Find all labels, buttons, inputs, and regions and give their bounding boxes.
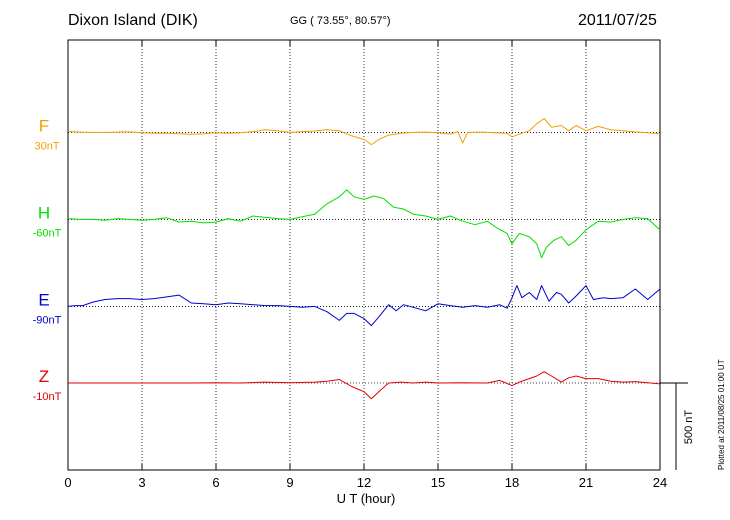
series-offset-e: -90nT [33, 314, 62, 326]
series-line-e [67, 285, 661, 327]
x-tick-label: 12 [357, 475, 371, 490]
series-line-f [67, 118, 661, 146]
grid-lines [141, 40, 587, 470]
x-tick-label: 0 [64, 475, 71, 490]
x-axis-ticks: 0 3 6 9 12 15 18 21 24 [64, 40, 667, 490]
x-tick-label: 21 [579, 475, 593, 490]
x-tick-label: 18 [505, 475, 519, 490]
series-line-z [68, 371, 661, 400]
station-title: Dixon Island (DIK) [68, 12, 198, 29]
scale-bar-label: 500 nT [683, 410, 695, 445]
plot-date: 2011/07/25 [578, 12, 657, 29]
series-name-e: E [38, 290, 49, 309]
series-name-z: Z [39, 367, 49, 386]
series-offset-z: -10nT [33, 391, 62, 403]
x-tick-label: 15 [431, 475, 445, 490]
x-tick-label: 9 [286, 475, 293, 490]
series-offset-f: 30nT [34, 140, 59, 152]
station-coords: GG ( 73.55°, 80.57°) [290, 15, 391, 27]
series-offset-h: -60nT [33, 227, 62, 239]
x-tick-label: 3 [138, 475, 145, 490]
series-labels: F 30nT H -60nT E -90nT Z -10nT [33, 116, 62, 403]
x-tick-label: 6 [212, 475, 219, 490]
series-name-h: H [38, 203, 50, 222]
series-line-h [67, 189, 661, 259]
x-axis-title: U T (hour) [337, 491, 396, 506]
plot-frame [67, 39, 661, 471]
series-group [67, 118, 661, 400]
series-name-f: F [39, 116, 49, 135]
scale-bar: 500 nT [660, 382, 695, 470]
x-tick-label: 24 [653, 475, 667, 490]
